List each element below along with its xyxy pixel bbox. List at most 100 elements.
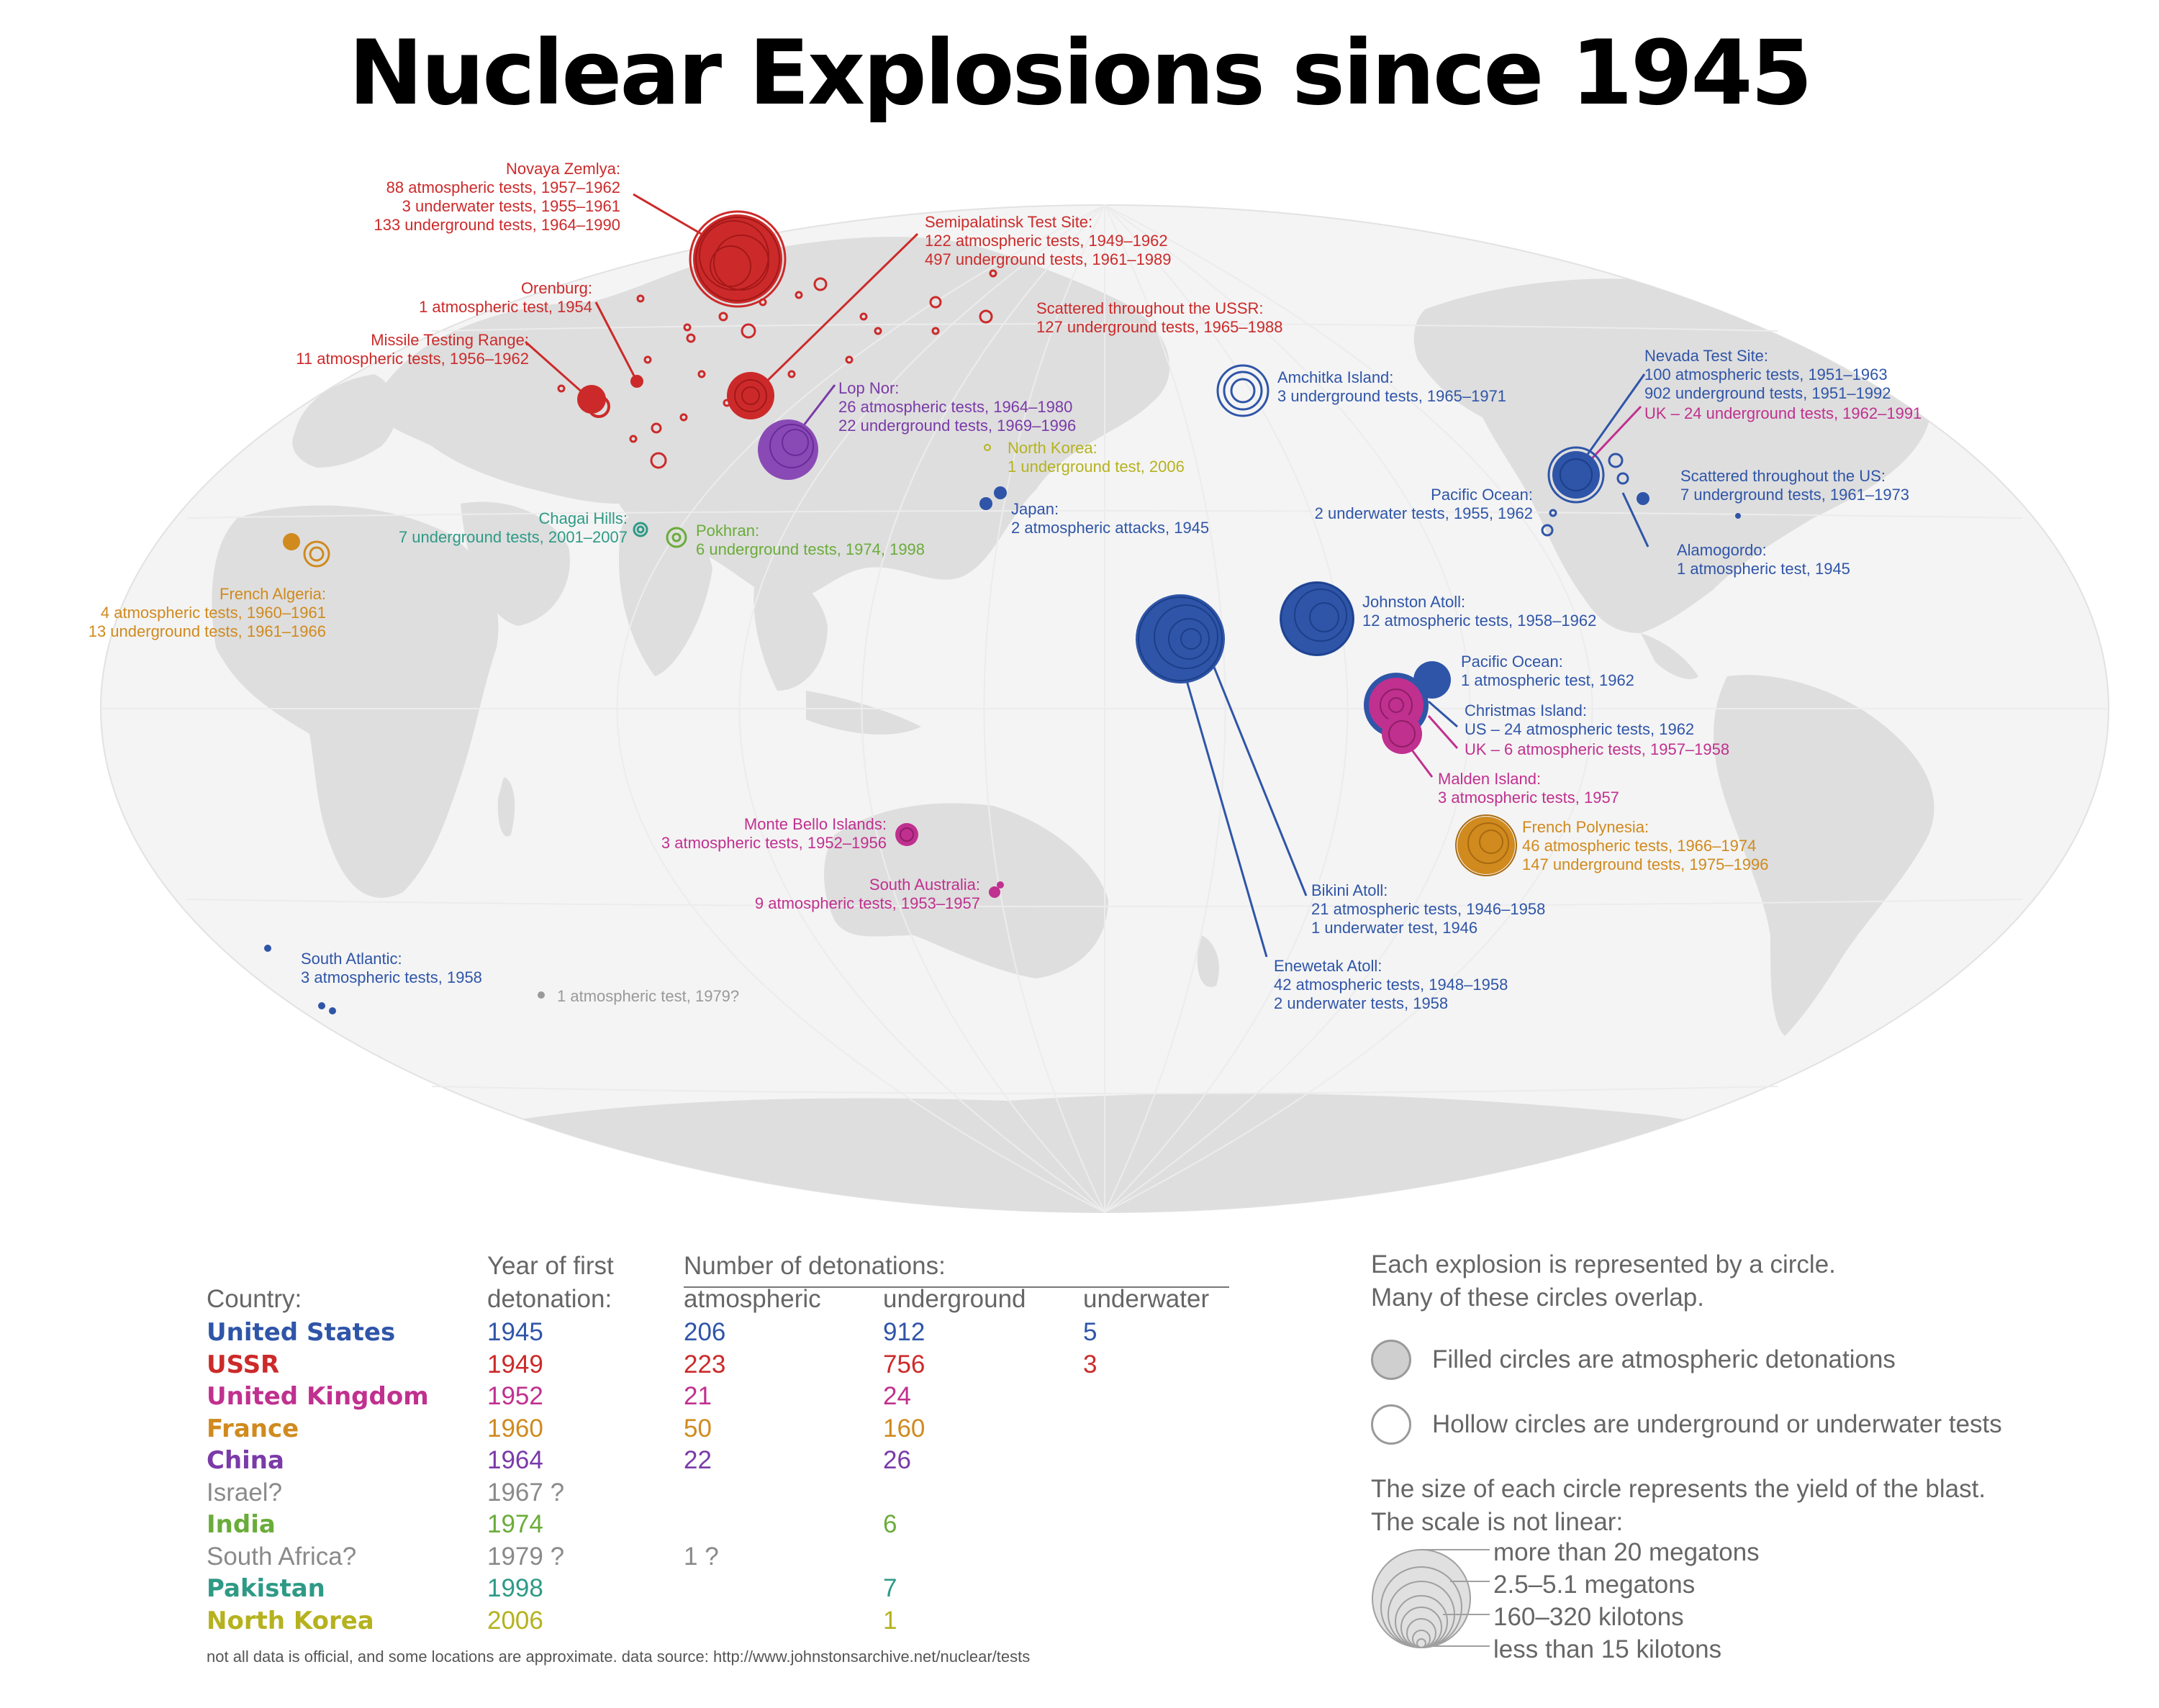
map-label-line: 1 atmospheric test, 1962 — [1461, 671, 1634, 689]
table-row: USSR 1949 223 756 3 — [207, 1350, 1286, 1382]
header-detonations: Number of detonations: — [684, 1252, 946, 1280]
country-name: South Africa? — [207, 1542, 357, 1571]
map-label-line: UK – 24 underground tests, 1962–1991 — [1644, 404, 1922, 422]
map-label-line: 1 underwater test, 1946 — [1311, 919, 1477, 937]
map-label-novaya: Novaya Zemlya: 88 atmospheric tests, 1957… — [374, 160, 620, 234]
map-label-enewetak: Enewetak Atoll: 42 atmospheric tests, 194… — [1274, 957, 1508, 1012]
map-label-line: 9 atmospheric tests, 1953–1957 — [755, 894, 980, 912]
site-scattered-ussr — [557, 269, 997, 469]
leader-bikini — [1208, 654, 1308, 896]
first-detonation-year: 1998 — [487, 1574, 543, 1602]
scale-label-large: 2.5–5.1 megatons — [1493, 1571, 1696, 1599]
leader-christmas-uk — [1427, 715, 1459, 749]
leader-nevada — [1582, 373, 1646, 461]
header-year-line-2: detonation: — [487, 1285, 612, 1313]
first-detonation-year: 2006 — [487, 1606, 543, 1635]
underground-count: 24 — [883, 1382, 911, 1410]
world-map: Novaya Zemlya: 88 atmospheric tests, 1957… — [89, 160, 2109, 1213]
table-row: North Korea 2006 1 — [207, 1607, 1286, 1638]
map-label-line: Amchitka Island: — [1277, 368, 1393, 386]
header-underwater: underwater — [1083, 1285, 1210, 1313]
map-label-polynesia: French Polynesia: 46 atmospheric tests, 1… — [1522, 818, 1769, 873]
country-name: Pakistan — [207, 1574, 325, 1603]
map-label-algeria: French Algeria: 4 atmospheric tests, 1960… — [89, 585, 326, 640]
underground-count: 7 — [883, 1574, 897, 1602]
table-row: India 1974 6 — [207, 1510, 1286, 1542]
site-japan — [979, 486, 1007, 510]
map-label-southatlantic: South Atlantic: 3 atmospheric tests, 1958 — [301, 950, 482, 986]
first-detonation-year: 1960 — [487, 1414, 543, 1443]
key-size-line-1: The size of each circle represents the y… — [1371, 1475, 1986, 1503]
map-label-line: Chagai Hills: — [539, 509, 628, 527]
country-name: USSR — [207, 1350, 280, 1379]
site-bikini-enewetak — [1136, 594, 1225, 683]
map-label-line: Bikini Atoll: — [1311, 881, 1388, 899]
site-chagai — [633, 522, 648, 537]
map-label-line: Japan: — [1011, 500, 1059, 518]
land-central-america — [1641, 633, 1698, 679]
land-africa — [212, 505, 499, 898]
map-label-line: 1 atmospheric test, 1954 — [419, 298, 592, 316]
table-row: China 1964 22 26 — [207, 1446, 1286, 1478]
leader-lopnor — [797, 384, 836, 432]
map-label-southaus: South Australia: 9 atmospheric tests, 195… — [755, 876, 980, 912]
map-label-line: Lop Nor: — [838, 379, 899, 397]
underwater-count: 5 — [1083, 1318, 1097, 1346]
site-french-polynesia — [1455, 814, 1517, 876]
map-label-line: 127 underground tests, 1965–1988 — [1036, 318, 1283, 336]
map-label-line: 3 underwater tests, 1955–1961 — [402, 197, 620, 215]
page-title: Nuclear Explosions since 1945 — [348, 22, 1813, 125]
map-label-orenburg: Orenburg: 1 atmospheric test, 1954 — [419, 279, 592, 316]
leader-semipalatinsk — [754, 232, 919, 394]
scale-label-largest: more than 20 megatons — [1493, 1538, 1760, 1566]
underwater-count: 3 — [1083, 1350, 1097, 1378]
table-row: France 1960 50 160 — [207, 1414, 1286, 1446]
site-south-atlantic — [264, 945, 336, 1014]
leader-alamogordo — [1621, 492, 1649, 548]
country-name: United Kingdom — [207, 1382, 429, 1411]
atmospheric-count: 1 ? — [684, 1542, 719, 1571]
site-missile-range — [577, 385, 610, 418]
map-label-amchitka: Amchitka Island: 3 underground tests, 196… — [1277, 368, 1506, 405]
land-new-zealand — [1197, 935, 1219, 987]
atmospheric-count: 223 — [684, 1350, 726, 1378]
test-site-markers — [264, 210, 1741, 1014]
table-row: South Africa? 1979 ? 1 ? — [207, 1543, 1286, 1574]
map-label-line: North Korea: — [1008, 439, 1097, 457]
map-label-line: 122 atmospheric tests, 1949–1962 — [925, 232, 1168, 250]
map-label-line: Pokhran: — [696, 522, 759, 540]
map-label-chagai: Chagai Hills: 7 underground tests, 2001–2… — [399, 509, 628, 546]
atmospheric-count: 22 — [684, 1446, 712, 1474]
underground-count: 1 — [883, 1606, 897, 1635]
table-row: United Kingdom 1952 21 24 — [207, 1382, 1286, 1414]
map-label-line: Scattered throughout the US: — [1680, 467, 1886, 485]
underground-count: 912 — [883, 1318, 925, 1346]
underground-count: 6 — [883, 1510, 897, 1538]
map-label-malden: Malden Island: 3 atmospheric tests, 1957 — [1438, 770, 1619, 807]
land-antarctica — [432, 1093, 1799, 1212]
map-label-line: 12 atmospheric tests, 1958–1962 — [1362, 612, 1596, 630]
map-label-line: 42 atmospheric tests, 1948–1958 — [1274, 976, 1508, 994]
map-label-lopnor: Lop Nor: 26 atmospheric tests, 1964–1980 2… — [838, 379, 1076, 435]
site-pokhran — [666, 527, 687, 548]
map-label-line: 2 atmospheric attacks, 1945 — [1011, 519, 1209, 537]
map-label-line: 13 underground tests, 1961–1966 — [89, 622, 326, 640]
map-label-line: Semipalatinsk Test Site: — [925, 213, 1092, 231]
map-label-line: Novaya Zemlya: — [506, 160, 620, 178]
map-label-line: 22 underground tests, 1969–1996 — [838, 417, 1076, 435]
key-intro-line-1: Each explosion is represented by a circl… — [1371, 1250, 1836, 1278]
map-label-pokhran: Pokhran: 6 underground tests, 1974, 1998 — [696, 522, 925, 558]
map-label-line: South Australia: — [869, 876, 980, 894]
land-south-america — [1714, 675, 1934, 1036]
filled-circle-icon — [1371, 1340, 1411, 1380]
map-label-line: 3 atmospheric tests, 1952–1956 — [661, 834, 887, 852]
country-name: France — [207, 1414, 299, 1443]
country-name: India — [207, 1510, 276, 1539]
land-australia — [824, 803, 1108, 978]
land-india — [619, 518, 712, 676]
site-pacific-ocean-underwater — [1541, 509, 1557, 537]
source-note: not all data is official, and some locat… — [207, 1648, 1031, 1666]
scale-label-smallest: less than 15 kilotons — [1493, 1635, 1722, 1663]
map-label-japan: Japan: 2 atmospheric attacks, 1945 — [1011, 500, 1209, 537]
map-label-line: French Algeria: — [219, 585, 326, 603]
